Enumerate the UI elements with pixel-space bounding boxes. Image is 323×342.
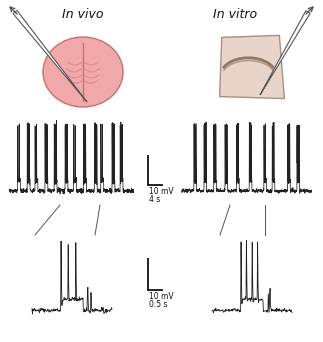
Polygon shape (260, 11, 310, 95)
Text: In vitro: In vitro (213, 8, 257, 21)
Text: 10 mV: 10 mV (149, 187, 174, 196)
Ellipse shape (43, 37, 123, 107)
Polygon shape (220, 35, 284, 98)
Polygon shape (13, 11, 87, 102)
Text: 0.5 s: 0.5 s (149, 300, 168, 309)
Text: 4 s: 4 s (149, 195, 160, 204)
Text: 10 mV: 10 mV (149, 292, 174, 301)
Text: In vivo: In vivo (62, 8, 104, 21)
